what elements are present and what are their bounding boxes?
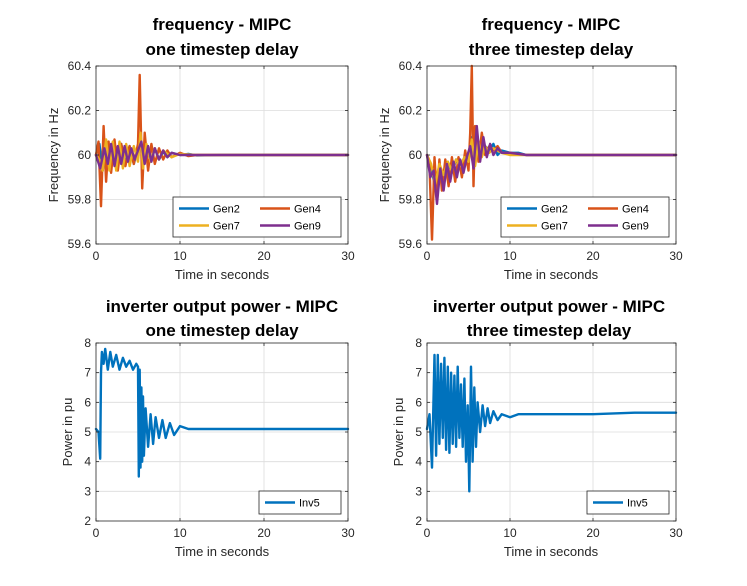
x-tick-label: 0 <box>93 249 100 263</box>
x-axis-label: Time in seconds <box>504 267 599 282</box>
legend-label-gen2: Gen2 <box>541 204 568 216</box>
series-line-inv5 <box>94 347 350 478</box>
y-tick-label: 6 <box>415 395 422 409</box>
x-ticks: 0 10 20 30 <box>424 343 683 540</box>
legend-label-inv5: Inv5 <box>299 498 320 510</box>
x-tick-label: 30 <box>669 526 683 540</box>
panel-frequency-one-delay: frequency - MIPC one timestep delay 0 10 2… <box>46 15 355 282</box>
y-tick-label: 6 <box>84 395 91 409</box>
series-line-gen7 <box>425 138 678 186</box>
legend-box <box>172 196 342 238</box>
legend-label-gen7: Gen7 <box>541 221 568 233</box>
y-tick-label: 2 <box>415 514 422 528</box>
x-tick-label: 0 <box>93 526 100 540</box>
series-layer <box>94 347 350 478</box>
y-tick-label: 60.2 <box>68 104 92 118</box>
y-ticks: 59.6 59.8 60 60.2 60.4 <box>68 59 348 251</box>
x-tick-label: 20 <box>586 526 600 540</box>
chart-title-line1: inverter output power - MIPC <box>106 297 338 316</box>
y-tick-label: 7 <box>415 366 422 380</box>
legend: Inv5 <box>586 490 670 515</box>
series-line-gen9 <box>94 140 350 170</box>
y-ticks: 59.6 59.8 60 60.2 60.4 <box>399 59 676 251</box>
y-ticks: 2 3 4 5 6 7 8 <box>415 336 676 528</box>
series-layer <box>425 353 678 493</box>
x-tick-label: 30 <box>669 249 683 263</box>
legend: Inv5 <box>258 490 342 515</box>
series-line-gen9 <box>425 124 678 206</box>
legend-label-gen4: Gen4 <box>622 204 649 216</box>
y-tick-label: 60 <box>78 148 92 162</box>
x-tick-label: 0 <box>424 526 431 540</box>
x-tick-label: 10 <box>173 526 187 540</box>
x-ticks: 0 10 20 30 <box>93 343 355 540</box>
y-tick-label: 4 <box>415 455 422 469</box>
y-tick-label: 59.8 <box>68 193 92 207</box>
panel-power-one-delay: inverter output power - MIPC one timeste… <box>60 297 355 559</box>
x-axis-label: Time in seconds <box>175 544 270 559</box>
x-ticks: 0 10 20 30 <box>424 66 683 263</box>
y-axis-label: Power in pu <box>60 398 75 467</box>
x-tick-label: 30 <box>341 526 355 540</box>
legend-box <box>258 490 342 515</box>
legend-label-gen2: Gen2 <box>213 204 240 216</box>
legend: Gen2 Gen4 Gen7 Gen9 <box>500 196 670 238</box>
x-tick-label: 0 <box>424 249 431 263</box>
y-tick-label: 59.8 <box>399 193 423 207</box>
y-tick-label: 59.6 <box>68 237 92 251</box>
legend-box <box>586 490 670 515</box>
y-ticks: 2 3 4 5 6 7 8 <box>84 336 348 528</box>
x-ticks: 0 10 20 30 <box>93 66 355 263</box>
y-tick-label: 8 <box>84 336 91 350</box>
legend-label-inv5: Inv5 <box>627 498 648 510</box>
y-tick-label: 8 <box>415 336 422 350</box>
series-line-inv5 <box>425 353 678 493</box>
chart-title-line2: three timestep delay <box>467 321 632 340</box>
panel-power-three-delay: inverter output power - MIPC three times… <box>391 297 683 559</box>
legend-label-gen9: Gen9 <box>622 221 649 233</box>
chart-title-line1: frequency - MIPC <box>482 15 621 34</box>
y-tick-label: 60.4 <box>399 59 423 73</box>
chart-title-line2: three timestep delay <box>469 40 634 59</box>
y-tick-label: 60 <box>409 148 423 162</box>
y-axis-label: Frequency in Hz <box>377 108 392 203</box>
x-tick-label: 30 <box>341 249 355 263</box>
x-tick-label: 10 <box>173 249 187 263</box>
y-tick-label: 3 <box>415 484 422 498</box>
x-tick-label: 20 <box>257 249 271 263</box>
x-tick-label: 20 <box>257 526 271 540</box>
legend-label-gen4: Gen4 <box>294 204 321 216</box>
x-tick-label: 10 <box>503 526 517 540</box>
x-axis-label: Time in seconds <box>504 544 599 559</box>
chart-title-line2: one timestep delay <box>145 40 299 59</box>
x-tick-label: 20 <box>586 249 600 263</box>
chart-title-line1: inverter output power - MIPC <box>433 297 665 316</box>
y-tick-label: 4 <box>84 455 91 469</box>
y-tick-label: 2 <box>84 514 91 528</box>
y-axis-label: Frequency in Hz <box>46 108 61 203</box>
y-tick-label: 7 <box>84 366 91 380</box>
legend-label-gen9: Gen9 <box>294 221 321 233</box>
y-tick-label: 5 <box>84 425 91 439</box>
legend-label-gen7: Gen7 <box>213 221 240 233</box>
y-tick-label: 59.6 <box>399 237 423 251</box>
x-tick-label: 10 <box>503 249 517 263</box>
x-axis-label: Time in seconds <box>175 267 270 282</box>
y-axis-label: Power in pu <box>391 398 406 467</box>
series-layer <box>425 64 678 241</box>
chart-title-line2: one timestep delay <box>145 321 299 340</box>
panel-frequency-three-delay: frequency - MIPC three timestep delay 0 1… <box>377 15 683 282</box>
y-tick-label: 3 <box>84 484 91 498</box>
legend-box <box>500 196 670 238</box>
chart-title-line1: frequency - MIPC <box>153 15 292 34</box>
legend: Gen2 Gen4 Gen7 Gen9 <box>172 196 342 238</box>
y-tick-label: 5 <box>415 425 422 439</box>
y-tick-label: 60.2 <box>399 104 423 118</box>
series-layer <box>94 73 350 208</box>
y-tick-label: 60.4 <box>68 59 92 73</box>
